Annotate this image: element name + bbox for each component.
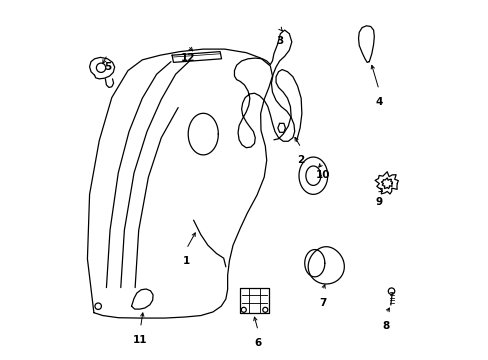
Text: 7: 7: [318, 298, 325, 308]
Text: 9: 9: [375, 197, 382, 207]
Text: 8: 8: [382, 320, 389, 330]
Text: 4: 4: [374, 97, 382, 107]
Text: 5: 5: [103, 62, 111, 72]
Text: 6: 6: [254, 338, 261, 348]
Text: 12: 12: [180, 53, 195, 63]
Text: 11: 11: [133, 335, 147, 345]
Text: 3: 3: [276, 36, 284, 46]
Text: 2: 2: [297, 155, 304, 165]
Text: 1: 1: [183, 256, 190, 266]
Text: 10: 10: [315, 170, 329, 180]
